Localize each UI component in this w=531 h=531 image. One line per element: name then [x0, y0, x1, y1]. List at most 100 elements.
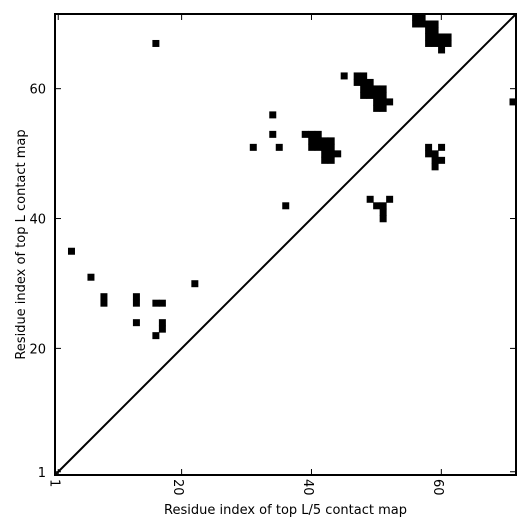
contact-cell-lower	[425, 150, 433, 158]
x-tick-label: 20	[170, 479, 185, 496]
contact-cell-lower	[132, 293, 140, 301]
plot-frame	[54, 13, 517, 476]
contact-cell-upper	[418, 20, 426, 28]
contact-cell-lower	[373, 202, 381, 210]
contact-cell-upper	[444, 33, 452, 41]
y-tick-label: 1	[38, 466, 46, 481]
contact-cell-upper	[366, 85, 374, 93]
contact-cell-upper	[269, 130, 277, 138]
contact-cell-upper	[152, 39, 160, 47]
contact-cell-upper	[366, 78, 374, 86]
contact-cell-upper	[249, 143, 257, 151]
contact-cell-upper	[314, 137, 322, 145]
contact-cell-upper	[282, 202, 290, 210]
contact-cell-upper	[353, 78, 361, 86]
contact-cell-lower	[438, 143, 446, 151]
contact-cell-upper	[438, 33, 446, 41]
contact-cell-upper	[444, 39, 452, 47]
x-tick-label: 40	[300, 479, 315, 496]
contact-cell-upper	[275, 143, 283, 151]
contact-cell-upper	[379, 98, 387, 106]
contact-cell-lower	[431, 163, 439, 171]
contact-cell-upper	[314, 143, 322, 151]
contact-cell-lower	[100, 293, 108, 301]
contact-cell-upper	[321, 150, 329, 158]
contact-cell-lower	[132, 299, 140, 307]
contact-cell-upper	[425, 20, 433, 28]
contact-cell-upper	[366, 91, 374, 99]
contact-cell-lower	[379, 202, 387, 210]
contact-cell-upper	[321, 137, 329, 145]
diagonal-line	[54, 13, 517, 476]
contact-cell-lower	[431, 156, 439, 164]
contact-cell-lower	[152, 299, 160, 307]
contact-cell-upper	[431, 26, 439, 34]
x-axis-ticks: 1 20 40 60	[47, 14, 445, 496]
contact-cell-lower	[158, 325, 166, 333]
contact-cell-upper	[360, 85, 368, 93]
contact-cell-lower	[386, 195, 394, 203]
contact-cell-lower	[87, 273, 95, 281]
contact-cell-upper	[308, 143, 316, 151]
contact-cell-upper	[418, 14, 426, 21]
contact-cell-lower	[379, 208, 387, 216]
x-tick-label: 1	[47, 479, 62, 487]
contact-cell-upper	[373, 104, 381, 112]
contact-cell-upper	[340, 72, 348, 80]
contact-cell-upper	[353, 72, 361, 80]
contact-cell-upper	[301, 130, 309, 138]
contact-cell-lower	[379, 215, 387, 223]
contact-cell-upper	[412, 20, 420, 28]
contact-cell-upper	[334, 150, 342, 158]
contact-cell-upper	[269, 111, 277, 119]
contact-cell-upper	[379, 85, 387, 93]
contact-cell-upper	[379, 104, 387, 112]
contact-cell-lower	[152, 332, 160, 340]
contact-cell-upper	[327, 156, 335, 164]
contact-cell-upper	[438, 39, 446, 47]
contact-cell-lower	[431, 150, 439, 158]
contact-cell-upper	[425, 26, 433, 34]
contact-cell-lower	[132, 319, 140, 327]
contact-cell-upper	[431, 20, 439, 28]
contact-cell-lower	[438, 156, 446, 164]
contact-cell-upper	[412, 14, 420, 21]
contact-cell-lower	[158, 299, 166, 307]
contact-cell-upper	[360, 78, 368, 86]
contact-cell-upper	[321, 156, 329, 164]
contact-cell-upper	[373, 98, 381, 106]
y-tick-label: 40	[29, 213, 46, 228]
y-axis-label: Residue index of top L contact map	[14, 129, 29, 359]
y-tick-label: 60	[29, 83, 46, 98]
contact-cell-upper	[386, 98, 394, 106]
contact-cell-upper	[360, 91, 368, 99]
contact-cells	[67, 14, 517, 340]
contact-cell-lower	[100, 299, 108, 307]
contact-cell-lower	[425, 143, 433, 151]
contact-cell-upper	[373, 85, 381, 93]
contact-cell-lower	[191, 280, 199, 288]
contact-cell-upper	[314, 130, 322, 138]
contact-cell-upper	[321, 143, 329, 151]
contact-cell-lower	[366, 195, 374, 203]
contact-cell-lower	[158, 319, 166, 327]
contact-cell-upper	[373, 91, 381, 99]
contact-cell-upper	[327, 150, 335, 158]
contact-cell-upper	[360, 72, 368, 80]
contact-cell-upper	[425, 39, 433, 47]
contact-cell-upper	[308, 130, 316, 138]
contact-cell-upper	[327, 143, 335, 151]
contact-cell-lower	[67, 247, 75, 255]
x-tick-label: 60	[430, 479, 445, 496]
y-tick-label: 20	[29, 342, 46, 357]
contact-cell-upper	[431, 33, 439, 41]
contact-cell-upper	[327, 137, 335, 145]
contact-cell-upper	[438, 46, 446, 54]
contact-cell-upper	[308, 137, 316, 145]
contact-cell-upper	[425, 33, 433, 41]
x-axis-label: Residue index of top L/5 contact map	[164, 503, 407, 518]
contact-cell-lower	[509, 98, 517, 106]
y-axis-ticks: 1 20 40 60	[29, 83, 516, 481]
contact-cell-upper	[431, 39, 439, 47]
